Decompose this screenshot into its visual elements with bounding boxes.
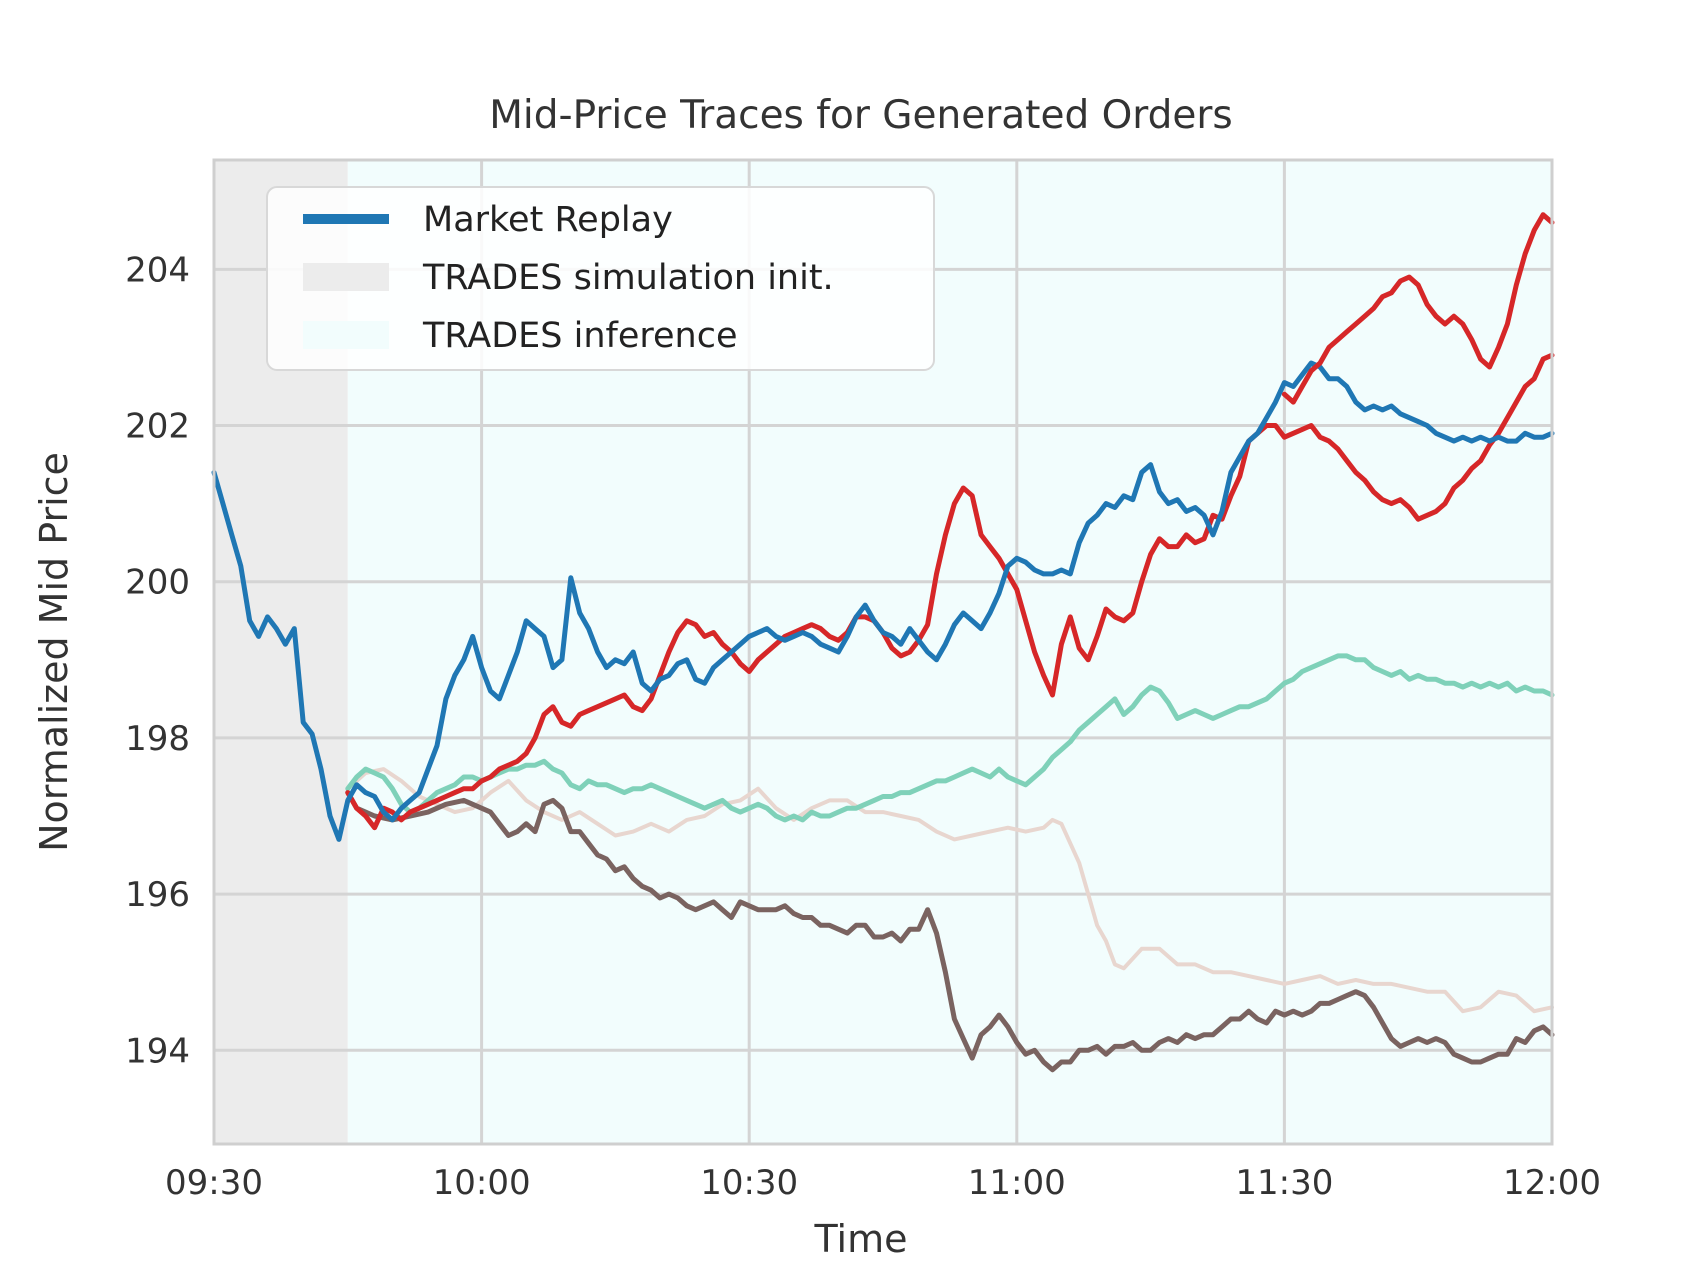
series-group bbox=[211, 212, 1555, 1073]
y-tick-labels: 194 196 198 200 202 204 bbox=[125, 250, 190, 1071]
legend-swatch-1 bbox=[303, 263, 389, 291]
y-tick-label-3: 200 bbox=[125, 563, 190, 603]
series-line-3 bbox=[345, 352, 1555, 831]
series-line-4 bbox=[211, 360, 1555, 842]
legend-items: Market Replay TRADES simulation init. TRAD… bbox=[303, 200, 834, 356]
legend-label-2: TRADES inference bbox=[422, 316, 738, 356]
y-tick-label-2: 198 bbox=[125, 719, 190, 759]
legend-label-0: Market Replay bbox=[423, 200, 673, 240]
x-tick-label-3: 11:00 bbox=[968, 1163, 1066, 1203]
y-tick-label-1: 196 bbox=[125, 875, 190, 915]
x-tick-label-2: 10:30 bbox=[700, 1163, 798, 1203]
x-tick-label-5: 12:00 bbox=[1503, 1163, 1601, 1203]
x-tick-labels: 09:30 10:00 10:30 11:00 11:30 12:00 bbox=[165, 1163, 1601, 1203]
legend: Market Replay TRADES simulation init. TRAD… bbox=[266, 186, 935, 371]
x-tick-label-1: 10:00 bbox=[433, 1163, 531, 1203]
plot-frame bbox=[212, 158, 1554, 1146]
series-line-2 bbox=[345, 653, 1555, 823]
series-line-0 bbox=[345, 767, 1554, 1014]
series-line-1 bbox=[345, 790, 1555, 1073]
x-axis-label: Time bbox=[814, 1217, 908, 1261]
chart-title: Mid-Price Traces for Generated Orders bbox=[489, 93, 1233, 138]
legend-label-1: TRADES simulation init. bbox=[422, 258, 834, 298]
legend-box bbox=[266, 186, 935, 371]
y-axis-label: Normalized Mid Price bbox=[32, 452, 76, 852]
legend-swatch-2 bbox=[303, 321, 389, 349]
y-tick-label-4: 202 bbox=[125, 407, 190, 447]
legend-swatch-0 bbox=[303, 214, 389, 224]
y-tick-label-5: 204 bbox=[125, 250, 190, 290]
y-tick-label-0: 194 bbox=[125, 1031, 190, 1071]
x-tick-label-4: 11:30 bbox=[1235, 1163, 1333, 1203]
x-tick-label-0: 09:30 bbox=[165, 1163, 263, 1203]
series-line-5 bbox=[1281, 212, 1555, 405]
